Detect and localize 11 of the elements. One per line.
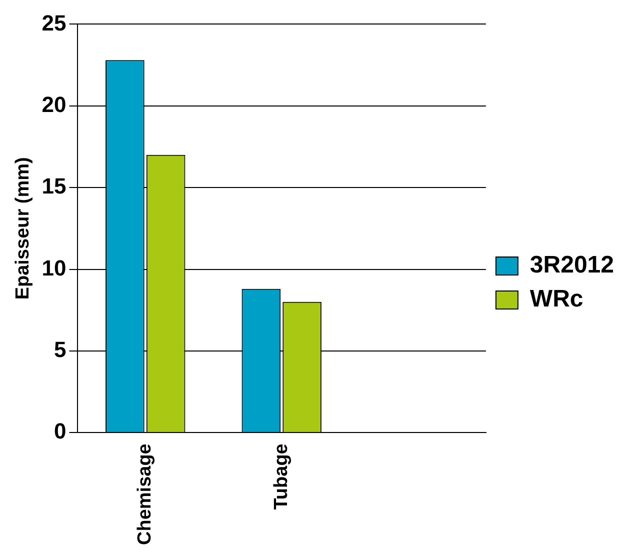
legend-label: 3R2012 xyxy=(530,252,614,279)
y-tick-label: 10 xyxy=(42,255,66,280)
x-tick-label: Tubage xyxy=(270,444,292,510)
y-axis-title: Epaisseur (mm) xyxy=(12,157,34,300)
y-tick-label: 5 xyxy=(54,337,66,362)
y-tick-label: 20 xyxy=(42,92,66,117)
legend-label: WRc xyxy=(530,286,584,313)
x-tick-label: Chemisage xyxy=(134,444,156,545)
y-tick-label: 25 xyxy=(42,10,66,36)
y-tick-label: 15 xyxy=(42,174,66,199)
y-tick-label: 0 xyxy=(54,418,66,444)
